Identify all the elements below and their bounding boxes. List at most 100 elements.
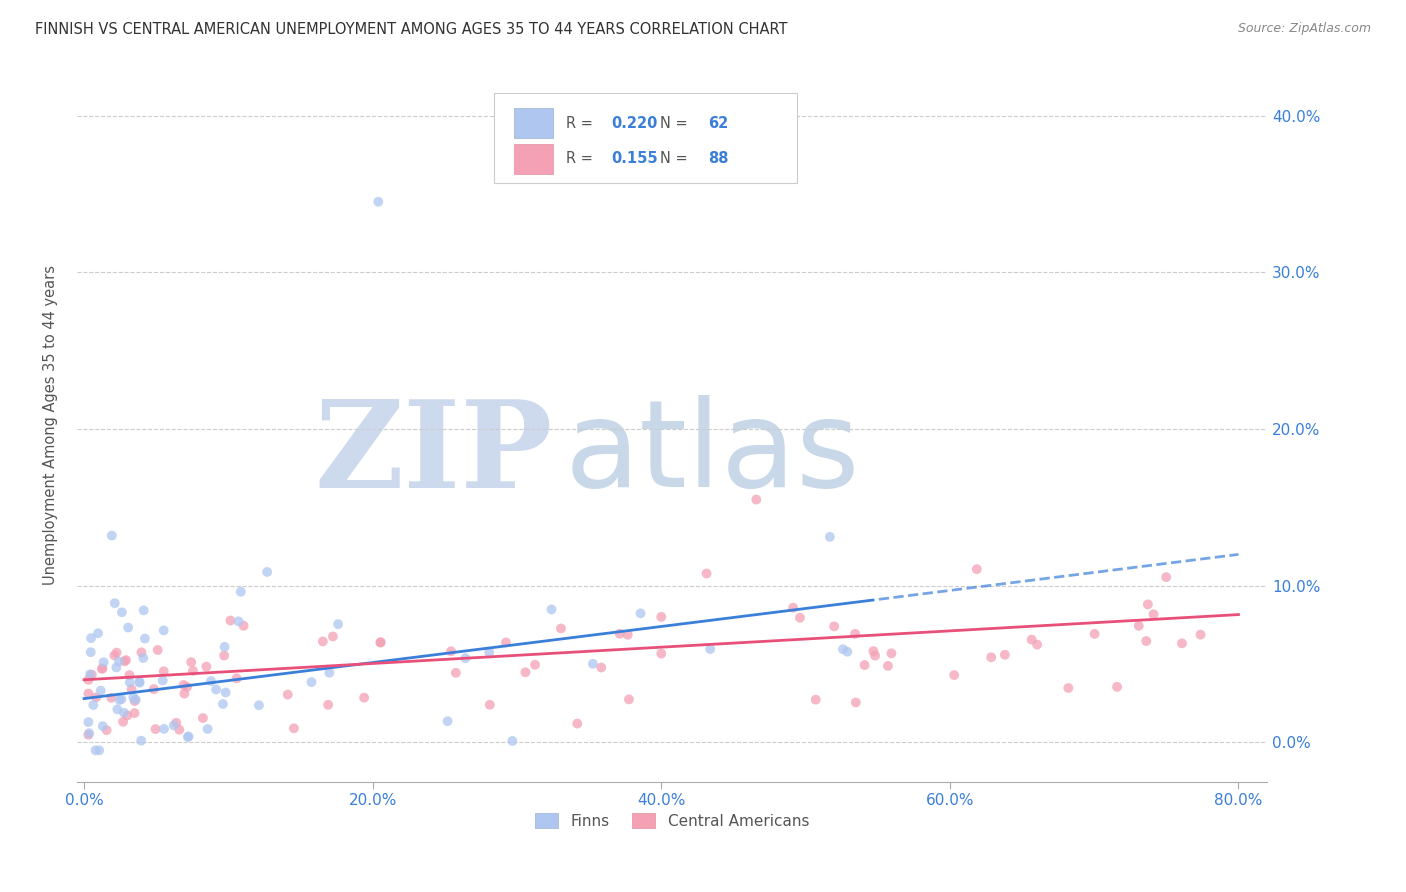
Point bbox=[80, 667, 103, 681]
Point bbox=[316, 698, 339, 712]
Point bbox=[582, 657, 605, 671]
Point bbox=[440, 644, 463, 658]
Point bbox=[152, 624, 174, 638]
Point bbox=[1154, 570, 1177, 584]
Point bbox=[128, 675, 150, 690]
Point bbox=[650, 610, 672, 624]
Point bbox=[103, 648, 125, 663]
Point bbox=[283, 721, 305, 735]
Point bbox=[617, 692, 640, 706]
Point bbox=[89, 743, 111, 757]
Point bbox=[134, 632, 156, 646]
Text: 0.155: 0.155 bbox=[612, 151, 658, 166]
Point bbox=[108, 655, 131, 669]
Point bbox=[616, 628, 638, 642]
Point bbox=[1171, 636, 1194, 650]
Point bbox=[87, 626, 110, 640]
Point bbox=[515, 665, 537, 680]
Point bbox=[104, 596, 127, 610]
Point bbox=[326, 617, 349, 632]
Point bbox=[367, 194, 389, 209]
Point bbox=[117, 708, 139, 723]
Point bbox=[128, 674, 150, 689]
Text: Source: ZipAtlas.com: Source: ZipAtlas.com bbox=[1237, 22, 1371, 36]
Point bbox=[1107, 680, 1129, 694]
Point bbox=[845, 695, 868, 709]
Point bbox=[567, 716, 589, 731]
Point bbox=[100, 690, 122, 705]
Point bbox=[219, 614, 242, 628]
Text: N =: N = bbox=[661, 151, 688, 166]
Point bbox=[129, 733, 152, 747]
Point bbox=[108, 693, 131, 707]
Point bbox=[105, 660, 128, 674]
Point bbox=[353, 690, 375, 705]
Point bbox=[877, 659, 900, 673]
Point bbox=[107, 702, 129, 716]
Point bbox=[609, 626, 631, 640]
Point bbox=[225, 671, 247, 685]
Point bbox=[994, 648, 1017, 662]
Point bbox=[832, 642, 855, 657]
Point bbox=[370, 635, 392, 649]
Point bbox=[90, 683, 112, 698]
Point bbox=[115, 653, 138, 667]
Point bbox=[650, 647, 672, 661]
Point bbox=[229, 584, 252, 599]
Point bbox=[118, 668, 141, 682]
Point bbox=[863, 648, 886, 663]
Point bbox=[200, 674, 222, 689]
Point bbox=[77, 687, 100, 701]
Point bbox=[232, 619, 254, 633]
Point bbox=[153, 722, 176, 736]
Point bbox=[212, 648, 235, 663]
Point bbox=[823, 619, 845, 633]
Point bbox=[173, 678, 195, 692]
Point bbox=[1142, 607, 1164, 622]
Point bbox=[177, 730, 200, 744]
Point bbox=[591, 660, 613, 674]
Point bbox=[214, 640, 236, 654]
Point bbox=[77, 714, 100, 729]
Point bbox=[1135, 634, 1157, 648]
Point bbox=[880, 646, 903, 660]
Point bbox=[862, 644, 884, 658]
Point bbox=[173, 687, 195, 701]
FancyBboxPatch shape bbox=[513, 108, 553, 138]
Point bbox=[277, 688, 299, 702]
Point bbox=[550, 622, 572, 636]
Point bbox=[125, 692, 148, 706]
Point bbox=[1026, 638, 1049, 652]
Text: 0.220: 0.220 bbox=[612, 116, 658, 131]
Point bbox=[205, 682, 228, 697]
Point bbox=[312, 634, 335, 648]
Point bbox=[145, 722, 167, 736]
FancyBboxPatch shape bbox=[513, 144, 553, 174]
Point bbox=[117, 621, 139, 635]
Point bbox=[318, 665, 340, 680]
Point bbox=[177, 730, 200, 744]
Point bbox=[837, 645, 859, 659]
Point bbox=[122, 690, 145, 705]
Point bbox=[110, 692, 132, 706]
Point bbox=[212, 697, 235, 711]
Point bbox=[77, 726, 100, 740]
Point bbox=[745, 492, 768, 507]
Point bbox=[699, 642, 721, 657]
Point bbox=[1057, 681, 1080, 695]
Point bbox=[132, 603, 155, 617]
Point bbox=[501, 734, 523, 748]
Point bbox=[80, 645, 103, 659]
Point bbox=[80, 631, 103, 645]
Point bbox=[176, 680, 198, 694]
Point bbox=[111, 605, 134, 619]
Point bbox=[121, 682, 143, 697]
FancyBboxPatch shape bbox=[494, 94, 797, 183]
Point bbox=[191, 711, 214, 725]
Text: ZIP: ZIP bbox=[315, 394, 553, 513]
Text: atlas: atlas bbox=[565, 395, 860, 512]
Point bbox=[256, 565, 278, 579]
Y-axis label: Unemployment Among Ages 35 to 44 years: Unemployment Among Ages 35 to 44 years bbox=[44, 265, 58, 585]
Point bbox=[131, 645, 153, 659]
Point bbox=[165, 715, 187, 730]
